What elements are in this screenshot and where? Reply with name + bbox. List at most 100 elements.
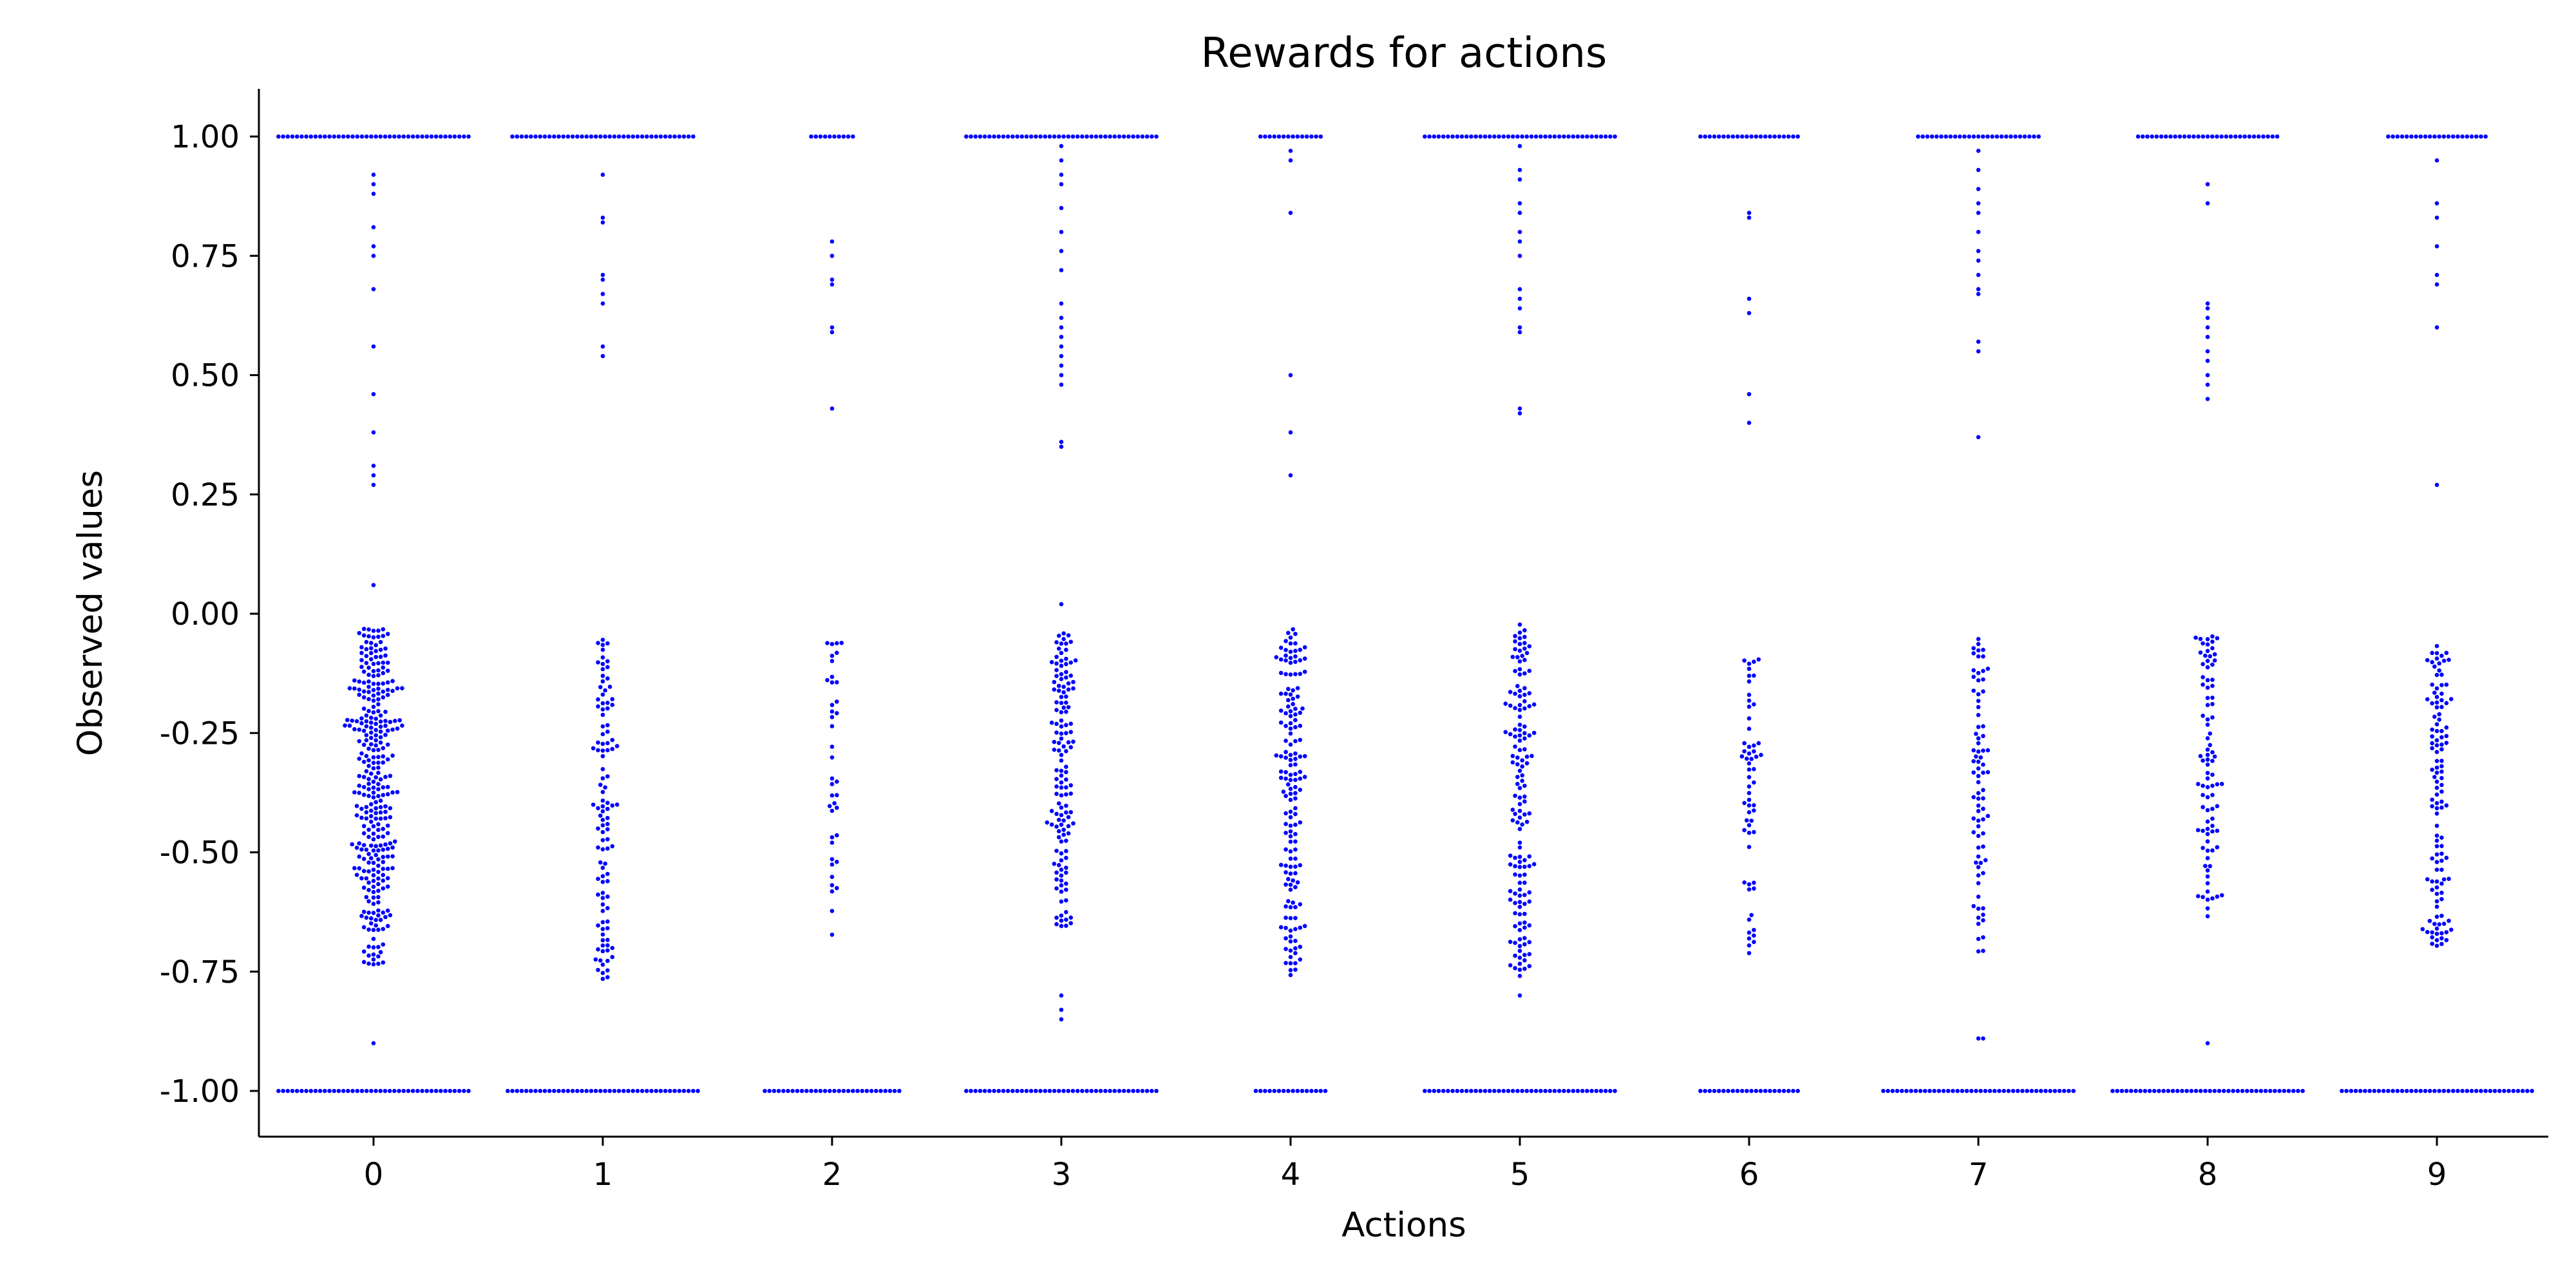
data-point	[1064, 898, 1068, 903]
data-point	[2427, 134, 2432, 139]
data-point	[1909, 1088, 1913, 1094]
data-point	[600, 902, 605, 907]
data-point	[2154, 134, 2159, 139]
data-point	[506, 1088, 510, 1094]
data-point	[1064, 749, 1068, 753]
data-point	[2210, 750, 2215, 755]
data-point	[1517, 728, 1522, 732]
data-point	[992, 134, 996, 139]
data-point	[381, 910, 386, 915]
data-point	[1064, 710, 1068, 714]
data-point	[2456, 134, 2460, 139]
data-point	[371, 884, 376, 889]
data-point	[538, 1088, 543, 1094]
data-point	[600, 655, 605, 660]
data-point	[2448, 697, 2454, 701]
data-point	[1089, 134, 1094, 139]
data-point	[371, 629, 376, 633]
data-point	[385, 831, 390, 835]
data-point	[376, 961, 381, 966]
data-point	[2029, 1088, 2034, 1094]
data-point	[1522, 958, 1527, 963]
data-point	[2027, 134, 2032, 139]
data-point	[381, 695, 386, 700]
data-point	[1274, 655, 1279, 659]
data-point	[1278, 925, 1283, 930]
data-point	[556, 1088, 561, 1094]
data-point	[598, 1088, 603, 1094]
data-point	[1508, 853, 1513, 858]
data-point	[600, 732, 605, 737]
data-point	[1293, 654, 1298, 659]
data-point	[600, 838, 605, 842]
data-point	[1054, 886, 1059, 891]
x-tick-label: 5	[1510, 1157, 1530, 1193]
data-point	[1064, 770, 1068, 775]
data-point	[1976, 229, 1981, 234]
data-point	[672, 1088, 677, 1094]
data-point	[2381, 1088, 2386, 1094]
data-point	[1513, 900, 1517, 905]
data-point	[357, 692, 362, 697]
data-point	[2205, 359, 2210, 363]
data-point	[366, 860, 371, 865]
data-point	[1066, 740, 1071, 744]
data-point	[1068, 660, 1074, 665]
data-point	[2439, 782, 2444, 788]
data-point	[1295, 880, 1300, 885]
data-point	[393, 719, 397, 723]
data-point	[371, 254, 376, 258]
data-point	[1057, 741, 1061, 745]
data-point	[677, 134, 682, 139]
data-point	[607, 134, 612, 139]
data-point	[1108, 1088, 1112, 1094]
data-point	[1059, 839, 1064, 844]
data-point	[383, 653, 388, 658]
data-point	[378, 735, 383, 740]
data-point	[2205, 665, 2210, 670]
data-point	[1154, 1088, 1159, 1094]
data-point	[285, 1088, 290, 1094]
data-point	[2434, 722, 2439, 726]
data-point	[596, 806, 600, 811]
data-point	[1981, 788, 1985, 793]
data-point	[1288, 777, 1293, 782]
data-point	[593, 957, 598, 962]
data-point	[2210, 702, 2215, 706]
data-point	[2465, 134, 2470, 139]
data-point	[2034, 1088, 2039, 1094]
data-point	[1288, 797, 1293, 802]
data-point	[1278, 708, 1283, 713]
data-point	[1913, 1088, 1918, 1094]
data-point	[1756, 741, 1761, 746]
data-point	[1283, 947, 1288, 951]
data-point	[2434, 914, 2439, 919]
data-point	[2212, 652, 2217, 657]
data-point	[2205, 839, 2210, 844]
data-point	[2434, 852, 2439, 857]
data-point	[1517, 840, 1522, 845]
data-point	[1517, 893, 1522, 898]
data-point	[2210, 715, 2215, 720]
data-point	[2439, 858, 2444, 863]
data-point	[2497, 1088, 2502, 1094]
data-point	[1735, 1088, 1740, 1094]
data-point	[1983, 858, 1988, 862]
data-point	[1482, 134, 1488, 139]
data-point	[1517, 144, 1522, 149]
data-point	[663, 1088, 668, 1094]
data-point	[1293, 831, 1298, 837]
data-point	[1059, 753, 1064, 757]
data-point	[1283, 724, 1288, 728]
data-point	[605, 943, 610, 948]
data-point	[1054, 674, 1059, 678]
data-point	[2231, 1088, 2235, 1094]
data-point	[1881, 1088, 1886, 1094]
data-point	[376, 895, 381, 900]
data-point	[529, 134, 533, 139]
data-point	[1508, 963, 1513, 968]
data-point	[371, 668, 376, 674]
data-point	[1059, 672, 1064, 677]
data-point	[1971, 646, 1976, 650]
data-point	[1057, 683, 1061, 688]
